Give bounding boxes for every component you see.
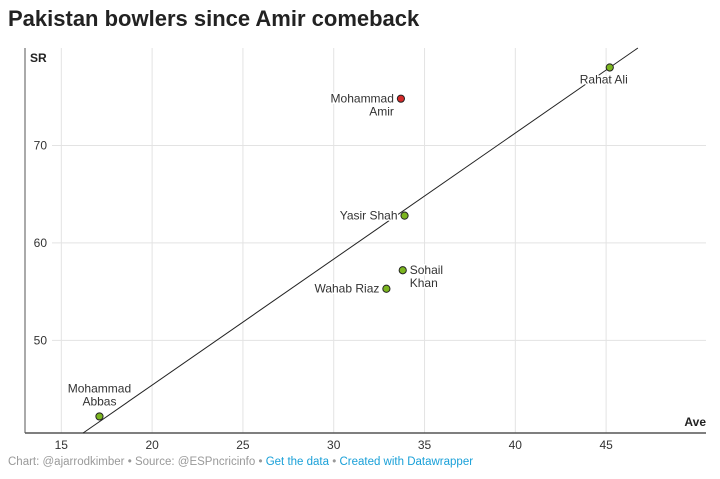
point-label: Mohammad — [68, 381, 131, 395]
data-point — [382, 284, 391, 293]
separator: • — [332, 456, 337, 468]
x-tick-label: 20 — [145, 438, 159, 452]
chart-credit: Chart: @ajarrodkimber — [8, 456, 125, 468]
point-label: Mohammad — [331, 92, 394, 106]
data-point — [95, 412, 104, 421]
data-point — [396, 94, 406, 103]
y-tick-label: 70 — [34, 138, 48, 152]
y-axis-label: SR — [30, 51, 47, 65]
y-tick-label: 50 — [34, 333, 48, 347]
data-point — [398, 266, 407, 275]
point-label: Yasir Shah — [340, 209, 398, 223]
point-label: Khan — [410, 276, 438, 290]
point-label: Amir — [369, 105, 394, 119]
trend-line — [82, 47, 639, 434]
x-tick-label: 25 — [236, 438, 250, 452]
point-label: Abbas — [82, 394, 116, 408]
x-tick-label: 45 — [599, 438, 613, 452]
chart-footer: Chart: @ajarrodkimber • Source: @ESPncri… — [8, 456, 473, 468]
point-label: Sohail — [410, 263, 443, 277]
x-tick-label: 30 — [327, 438, 341, 452]
x-tick-label: 15 — [55, 438, 69, 452]
y-tick-label: 60 — [34, 236, 48, 250]
point-label: Rahat Ali — [580, 72, 628, 86]
chart-title: Pakistan bowlers since Amir comeback — [8, 6, 420, 31]
x-tick-label: 35 — [418, 438, 432, 452]
chart-source: Source: @ESPncricinfo — [134, 456, 256, 468]
separator: • — [258, 456, 263, 468]
x-tick-label: 40 — [509, 438, 523, 452]
datawrapper-link[interactable]: Created with Datawrapper — [339, 456, 474, 468]
separator: • — [127, 456, 132, 468]
data-point — [400, 211, 409, 220]
get-data-link[interactable]: Get the data — [265, 456, 330, 468]
point-label: Wahab Riaz — [314, 282, 379, 296]
x-axis-label: Ave — [684, 415, 706, 429]
data-point — [605, 63, 614, 72]
